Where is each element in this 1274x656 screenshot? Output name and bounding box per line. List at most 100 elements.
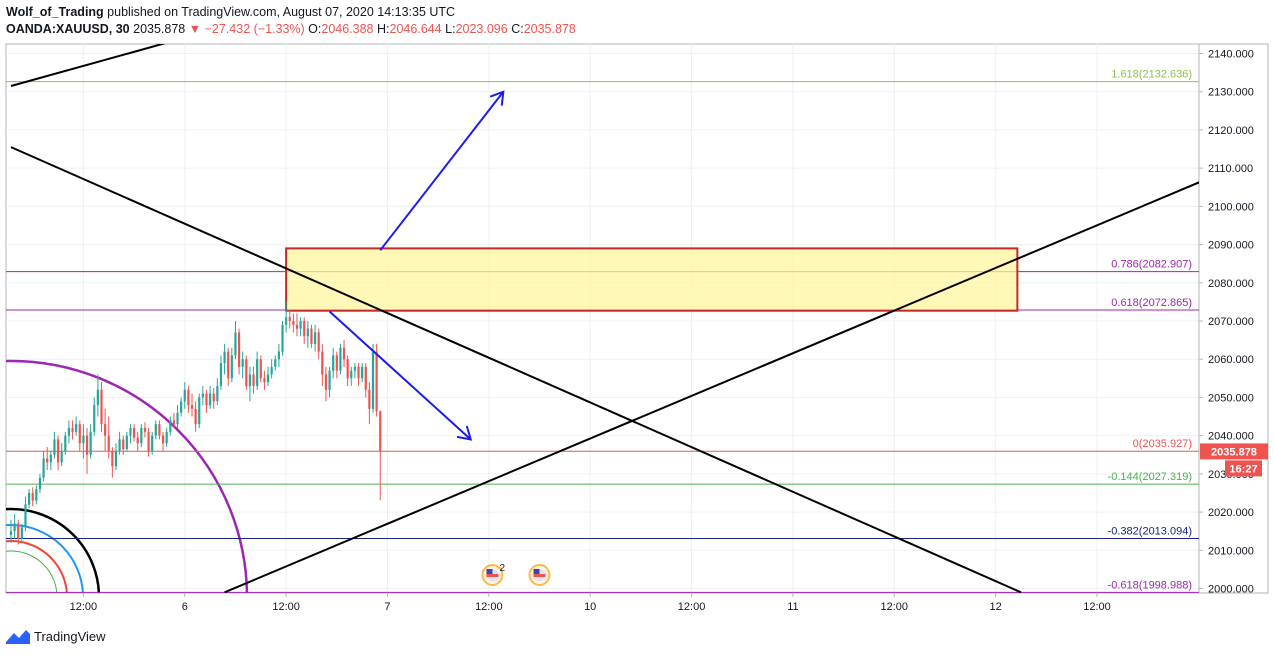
supply-zone[interactable] [285, 247, 1019, 312]
candle-body [38, 477, 42, 490]
x-tick-label: 12 [990, 601, 1002, 613]
candle-body [245, 359, 248, 386]
candle-body [328, 370, 331, 390]
fib-arc[interactable] [0, 359, 249, 597]
trendline[interactable] [10, 146, 1022, 593]
price-axis[interactable]: 2000.0002010.0002020.0002030.0002040.000… [1198, 44, 1254, 596]
event-icon-canton [486, 569, 493, 574]
candle-body [187, 389, 190, 406]
footer-brand[interactable]: TradingView [6, 629, 106, 644]
candle-body [82, 435, 85, 444]
y-tick-label: 2020.000 [1208, 507, 1254, 519]
candle-body [53, 439, 56, 455]
x-tick-label: 12:00 [1083, 601, 1111, 613]
footer-brand-label: TradingView [34, 629, 106, 644]
price-badges: 2035.878 16:27 [1200, 443, 1268, 477]
candle-body [42, 458, 45, 478]
fib-arc[interactable] [0, 524, 84, 597]
x-tick-label: 11 [787, 601, 798, 613]
candle-body [104, 424, 107, 436]
candle-body [266, 374, 270, 383]
plot-area[interactable]: 1.618(2132.636) 0.786(2082.907) 0.618(2072… [0, 40, 1206, 597]
candle-body [342, 347, 346, 360]
y-tick-label: 2040.000 [1208, 431, 1254, 443]
candle-body [223, 351, 226, 364]
candle-body [136, 437, 139, 444]
candle-body [89, 431, 92, 455]
high-value: 2046.644 [389, 22, 442, 36]
direction-arrows[interactable] [328, 90, 505, 441]
trendlines[interactable] [10, 40, 1206, 593]
price-change: −27.432 (−1.33%) [204, 22, 305, 36]
candle-body [234, 332, 237, 356]
candle-body [379, 411, 382, 452]
y-tick-label: 2140.000 [1208, 49, 1254, 61]
open-value: 2046.388 [321, 22, 374, 36]
publish-text: published on TradingView.com, August 07,… [103, 5, 456, 19]
y-tick-label: 2070.000 [1208, 316, 1254, 328]
x-tick-label: 12:00 [70, 601, 98, 613]
author-name[interactable]: Wolf_of_Trading [6, 5, 104, 19]
candle-body [56, 439, 60, 463]
candle-body [13, 523, 16, 532]
y-tick-label: 2010.000 [1208, 545, 1254, 557]
candle-body [114, 450, 118, 467]
candle-body [361, 366, 364, 379]
candle-body [111, 450, 114, 467]
supply-zone-rect[interactable] [285, 247, 1019, 312]
tradingview-logo-icon [6, 629, 30, 644]
candle-body [288, 317, 291, 322]
candle-body [205, 393, 208, 406]
close-value: 2035.878 [523, 22, 576, 36]
time-axis[interactable]: 12:00 6 12:00 7 12:00 10 12:00 11 12:00 12 12:00 [70, 593, 1111, 613]
candle-body [20, 527, 23, 539]
event-markers[interactable]: 2 [481, 563, 551, 586]
y-tick-label: 2080.000 [1208, 278, 1254, 290]
candle-body [277, 351, 280, 360]
candle-body [274, 359, 277, 367]
candle-body [339, 347, 342, 371]
candle-body [122, 439, 125, 450]
candle-body [143, 428, 147, 432]
grid-lines [6, 44, 1199, 593]
fib-level-label: 0(2035.927) [1133, 438, 1192, 450]
candle-body [346, 359, 349, 379]
candle-body [299, 321, 302, 329]
candle-body [100, 389, 103, 425]
trendline[interactable] [10, 40, 178, 87]
symbol-label: OANDA:XAUUSD, 30 [6, 22, 130, 36]
candle-body [28, 492, 31, 505]
arrow-line[interactable] [379, 91, 505, 251]
fib-arc[interactable] [0, 507, 101, 597]
candle-body [194, 408, 197, 425]
candle-body [368, 389, 371, 409]
open-label: O: [308, 22, 322, 36]
countdown-label: 16:27 [1229, 463, 1257, 475]
candle-body [107, 435, 110, 451]
y-tick-label: 2050.000 [1208, 392, 1254, 404]
trendline[interactable] [224, 180, 1206, 593]
candle-body [176, 412, 179, 425]
candle-body [270, 366, 273, 375]
y-tick-label: 2110.000 [1208, 163, 1253, 175]
candle-body [140, 428, 143, 444]
arrow-line[interactable] [328, 310, 472, 441]
symbol-legend: OANDA:XAUUSD, 30 2035.878 ▼ −27.432 (−1.… [6, 22, 576, 36]
y-tick-label: 2090.000 [1208, 240, 1254, 252]
arrowhead [489, 90, 505, 106]
x-tick-label: 12:00 [272, 601, 300, 613]
candle-body [118, 439, 121, 451]
fib-arc[interactable] [0, 550, 58, 597]
x-tick-label: 10 [584, 601, 596, 613]
candle-body [256, 359, 259, 386]
candle-body [67, 428, 71, 436]
candle-body [324, 374, 328, 390]
low-value: 2023.096 [455, 22, 508, 36]
candle-body [313, 332, 317, 344]
x-tick-label: 7 [384, 601, 390, 613]
y-tick-label: 2000.000 [1208, 584, 1254, 596]
candle-body [165, 431, 168, 444]
candle-body [183, 389, 186, 402]
event-count-badge: 2 [499, 563, 505, 574]
